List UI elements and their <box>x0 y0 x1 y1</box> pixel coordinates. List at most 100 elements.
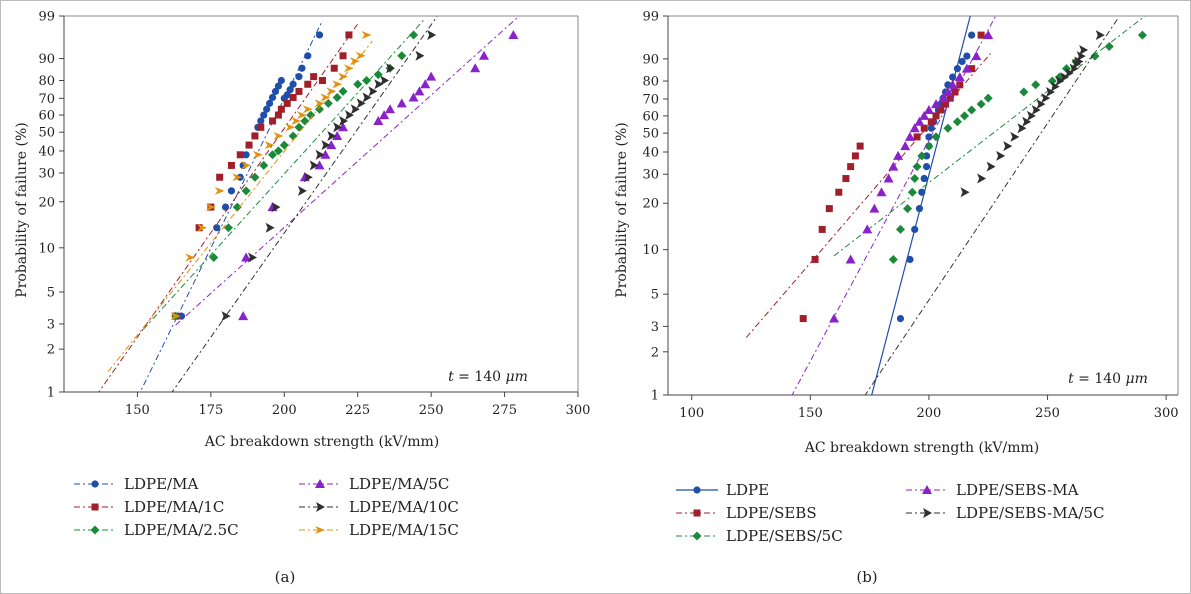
data-point <box>900 141 911 151</box>
data-point <box>314 160 325 170</box>
data-point <box>946 94 954 102</box>
data-point <box>922 163 931 171</box>
x-tick-label-a: 250 <box>419 403 444 418</box>
data-point <box>811 255 819 263</box>
data-point <box>221 203 230 211</box>
fit-line-a-1 <box>98 23 359 392</box>
data-point <box>247 252 257 263</box>
data-point <box>910 174 920 184</box>
data-point <box>232 202 242 212</box>
data-point <box>1137 30 1147 40</box>
data-point <box>236 151 244 159</box>
legend-marker <box>91 503 99 511</box>
y-axis-label-b: Probability of failure (%) <box>614 122 630 297</box>
data-point <box>977 31 985 39</box>
x-axis-label-b: AC breakdown strength (kV/mm) <box>804 440 1040 456</box>
legend-label: LDPE/MA/5C <box>349 475 449 493</box>
y-axis-label-a: Probability of failure (%) <box>14 122 30 297</box>
y-tick-label-b: 99 <box>642 10 659 25</box>
data-point <box>245 141 253 149</box>
data-point <box>1064 67 1074 78</box>
data-point <box>909 123 920 133</box>
data-point <box>799 315 807 323</box>
series-a-3 <box>175 16 520 326</box>
data-point <box>385 104 396 114</box>
data-point <box>947 79 958 89</box>
data-point <box>938 93 949 103</box>
data-point <box>277 76 285 85</box>
data-point <box>883 173 894 183</box>
data-point <box>876 187 887 197</box>
x-tick-label-a: 150 <box>125 403 150 418</box>
data-point <box>508 29 519 39</box>
data-point <box>1069 63 1079 74</box>
y-tick-label-a: 90 <box>38 52 55 67</box>
data-point <box>338 122 349 132</box>
data-point <box>273 146 283 156</box>
y-tick-label-a: 70 <box>38 92 55 107</box>
data-point <box>241 252 252 262</box>
data-point <box>426 71 437 81</box>
legend-label: LDPE <box>726 481 769 499</box>
data-point <box>330 64 338 72</box>
data-point <box>408 92 419 102</box>
data-point <box>931 132 941 142</box>
data-point <box>829 313 840 323</box>
data-point <box>373 115 384 125</box>
data-point <box>1026 110 1036 121</box>
data-point <box>953 65 961 73</box>
legend-item-a-3: LDPE/MA/5C <box>299 475 449 493</box>
data-point <box>1045 87 1055 98</box>
data-point <box>314 99 325 108</box>
data-point <box>283 99 291 107</box>
data-point <box>968 31 976 39</box>
data-point <box>304 80 312 88</box>
data-point <box>847 163 855 171</box>
data-point <box>289 80 297 88</box>
data-point <box>283 91 291 99</box>
plot-area-b: 100 150 200 250 300 1 2 3 5 10 20 30 40 50 60 70 80 90 99 <box>642 10 1178 422</box>
data-point <box>216 173 224 181</box>
data-point <box>1036 99 1046 110</box>
data-point <box>310 73 318 81</box>
x-tick-label-a: 225 <box>345 403 370 418</box>
y-tick-label-a: 20 <box>38 195 55 210</box>
legend-item-a-5: LDPE/MA/15C <box>299 521 459 539</box>
data-point <box>326 87 337 96</box>
y-tick-label-a: 80 <box>38 74 55 89</box>
fit-line-a-4 <box>171 16 438 392</box>
data-point <box>1060 72 1070 83</box>
data-point <box>1079 44 1089 55</box>
y-tick-label-b: 10 <box>642 243 659 258</box>
data-point <box>911 225 919 234</box>
data-point <box>1055 76 1065 87</box>
data-point <box>223 223 233 233</box>
data-point <box>397 51 407 61</box>
data-point <box>1090 51 1100 61</box>
y-tick-label-a: 50 <box>38 126 55 141</box>
data-point <box>318 77 326 85</box>
data-point <box>344 110 354 121</box>
data-point <box>1031 80 1041 90</box>
data-point <box>842 175 850 183</box>
data-point <box>302 105 313 114</box>
data-point <box>942 100 950 108</box>
data-point <box>923 104 934 114</box>
data-point <box>327 130 337 141</box>
legend-item-a-1: LDPE/MA/1C <box>74 498 224 516</box>
data-point <box>306 110 316 120</box>
data-point <box>291 116 302 125</box>
data-point <box>983 93 993 103</box>
data-point <box>420 79 431 89</box>
y-tick-label-a: 30 <box>38 166 55 181</box>
data-point <box>315 104 325 114</box>
data-point <box>409 30 419 40</box>
legend-b: LDPE LDPE/SEBS LDPE/SEBS/5C LDPE/SEBS-MA LDP… <box>676 481 1105 545</box>
data-point <box>968 65 976 73</box>
legend-a: LDPE/MA LDPE/MA/1C LDPE/MA/2.5C LDPE/MA/5C L… <box>74 475 459 539</box>
data-point <box>971 51 982 61</box>
y-tick-label-a: 10 <box>38 241 55 256</box>
data-point <box>343 64 354 73</box>
data-point <box>470 63 481 73</box>
data-point <box>960 187 970 198</box>
